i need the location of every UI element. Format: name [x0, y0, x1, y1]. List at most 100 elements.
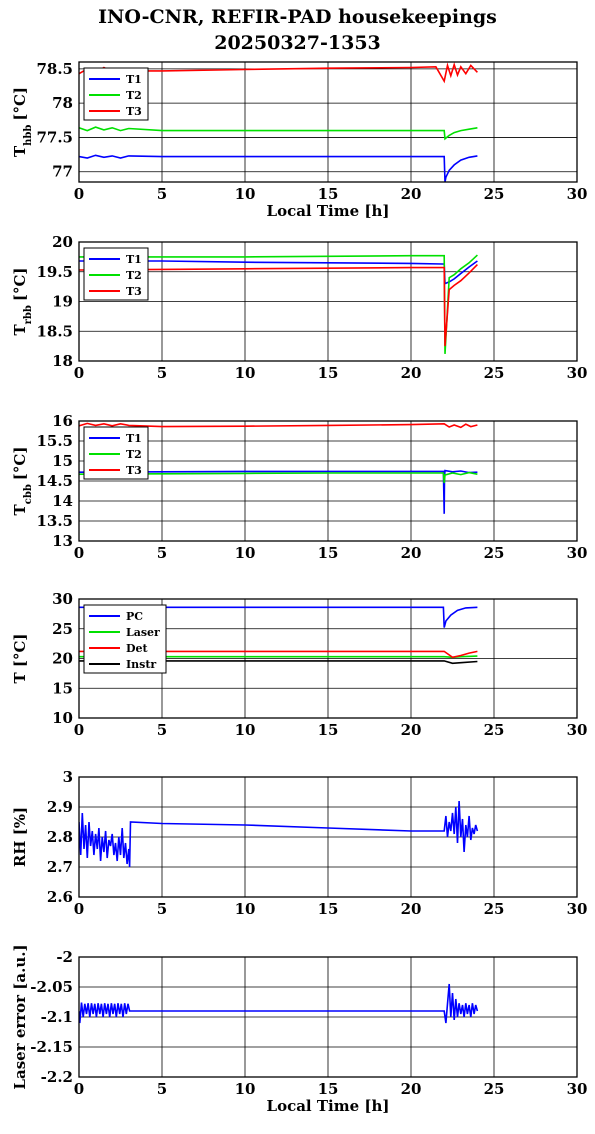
y-tick-label: 16: [52, 412, 73, 430]
legend-label-det: Det: [126, 642, 149, 655]
x-tick-label: 0: [74, 1080, 84, 1098]
x-tick-label: 5: [157, 721, 167, 739]
y-tick-label: 78: [52, 94, 73, 112]
x-tick-label: 5: [157, 364, 167, 382]
legend-label-t2: T2: [126, 89, 142, 102]
series-line: [79, 983, 479, 1024]
y-axis-label: Laser error [a.u.]: [11, 944, 29, 1089]
y-tick-label: 13.5: [36, 512, 73, 530]
y-axis-label: RH [%]: [11, 807, 29, 867]
x-tick-label: 10: [235, 900, 256, 918]
x-tick-label: 25: [484, 544, 505, 562]
x-tick-label: 5: [157, 1080, 167, 1098]
y-tick-label: 2.9: [47, 798, 73, 816]
series-line-t3: [79, 264, 478, 347]
series-line-t2: [79, 126, 478, 141]
x-tick-label: 25: [484, 185, 505, 203]
x-tick-label: 10: [235, 544, 256, 562]
x-tick-label: 20: [401, 544, 422, 562]
x-tick-label: 10: [235, 364, 256, 382]
y-tick-label: -2.2: [41, 1068, 73, 1086]
y-tick-label: 14.5: [36, 472, 73, 490]
legend-label-t3: T3: [126, 464, 142, 477]
legend-label-pc: PC: [126, 610, 143, 623]
x-tick-label: 25: [484, 1080, 505, 1098]
series-line-t2: [79, 471, 478, 484]
y-tick-label: 78.5: [36, 60, 73, 78]
x-tick-label: 20: [401, 721, 422, 739]
legend: T1 T2 T3: [83, 426, 149, 480]
x-tick-label: 0: [74, 721, 84, 739]
y-tick-label: 19: [52, 293, 73, 311]
y-tick-label: 15.5: [36, 432, 73, 450]
x-axis-label: Local Time [h]: [267, 1097, 390, 1115]
y-axis-label: Thbb[°C]: [11, 87, 34, 157]
y-tick-label: 10: [52, 709, 73, 727]
y-tick-label: 15: [52, 679, 73, 697]
legend-label-t3: T3: [126, 285, 142, 298]
x-tick-label: 25: [484, 900, 505, 918]
series-line-t1: [79, 154, 478, 182]
y-tick-label: 19.5: [36, 263, 73, 281]
y-tick-label: 77.5: [36, 128, 73, 146]
x-tick-label: 5: [157, 544, 167, 562]
plot-frame: [78, 61, 578, 183]
x-tick-label: 15: [318, 900, 339, 918]
y-axis-label: T [°C]: [11, 633, 29, 683]
y-tick-label: 13: [52, 532, 73, 550]
x-tick-label: 0: [74, 364, 84, 382]
legend-label-t1: T1: [126, 73, 142, 86]
x-tick-label: 15: [318, 721, 339, 739]
x-tick-label: 20: [401, 1080, 422, 1098]
x-tick-label: 25: [484, 364, 505, 382]
plot-frame: [78, 241, 578, 362]
legend-label-t1: T1: [126, 253, 142, 266]
y-tick-label: -2.15: [30, 1038, 73, 1056]
y-tick-label: 25: [52, 620, 73, 638]
y-tick-label: 14: [52, 492, 73, 510]
legend: T1 T2 T3: [83, 247, 149, 301]
x-tick-label: 30: [567, 364, 588, 382]
series-line-t2: [79, 254, 478, 354]
y-tick-label: -2.05: [30, 978, 73, 996]
x-tick-label: 30: [567, 544, 588, 562]
x-tick-label: 15: [318, 544, 339, 562]
panel-rh: 0 5 10 15 20 25 30 2.6 2.7 2.8 2.9 3 RH [%]: [11, 768, 587, 918]
series-line-t3: [79, 422, 478, 429]
x-tick-label: 10: [235, 1080, 256, 1098]
x-tick-label: 30: [567, 185, 588, 203]
x-tick-label: 5: [157, 185, 167, 203]
plot-frame: [78, 776, 578, 898]
panel-t_rbb: 0 5 10 15 20 25 30 18 18.5 19 19.5 20 Trbb[°C] T1 T2 T3: [11, 233, 587, 382]
series-line-pc: [79, 606, 478, 628]
y-tick-label: -2: [56, 948, 73, 966]
y-tick-label: 2.6: [47, 888, 73, 906]
legend-label-t3: T3: [126, 105, 142, 118]
y-tick-label: 15: [52, 452, 73, 470]
x-tick-label: 20: [401, 900, 422, 918]
legend-label-instr: Instr: [126, 658, 156, 671]
x-tick-label: 0: [74, 900, 84, 918]
x-tick-label: 30: [567, 900, 588, 918]
legend-label-t2: T2: [126, 269, 142, 282]
legend: PC Laser Det Instr: [83, 604, 167, 674]
legend: T1 T2 T3: [83, 67, 149, 121]
plot-frame: [78, 420, 578, 542]
panel-laser_err: 0 5 10 15 20 25 30 -2.2 -2.15 -2.1 -2.05 -2 Laser er…: [11, 944, 587, 1115]
panel-t_cbb: 0 5 10 15 20 25 30 13 13.5 14 14.5 15 15.5 16 Tcbb[°C]…: [11, 412, 587, 562]
y-tick-label: 18: [52, 352, 73, 370]
plot-frame: [78, 956, 578, 1078]
chart-title: INO-CNR, REFIR-PAD housekeepings 2025032…: [0, 4, 595, 56]
y-tick-label: 77: [52, 163, 73, 181]
x-tick-label: 20: [401, 364, 422, 382]
y-tick-label: -2.1: [41, 1008, 73, 1026]
x-tick-label: 15: [318, 364, 339, 382]
x-tick-label: 15: [318, 185, 339, 203]
y-tick-label: 3: [63, 768, 73, 786]
chart-title-line2: 20250327-1353: [214, 32, 381, 54]
y-tick-label: 2.7: [47, 858, 73, 876]
x-tick-label: 10: [235, 185, 256, 203]
legend-label-laser: Laser: [126, 626, 160, 639]
y-tick-label: 20: [52, 233, 73, 251]
